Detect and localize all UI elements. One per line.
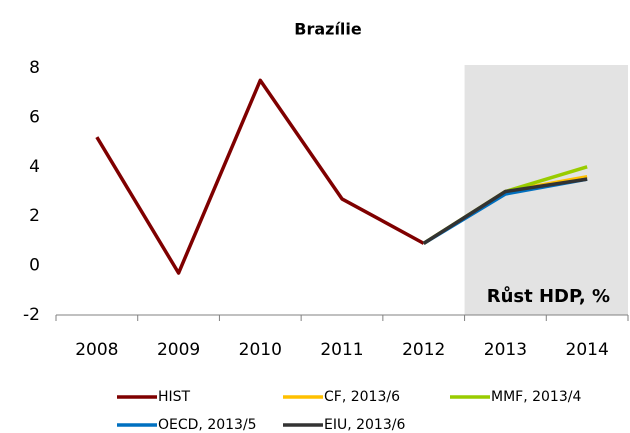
x-tick-label: 2009 [157, 340, 200, 360]
legend-label: CF, 2013/6 [324, 389, 400, 405]
x-tick-label: 2012 [402, 340, 445, 360]
y-tick-label: 0 [29, 256, 40, 276]
series-line [95, 78, 425, 275]
y-tick-label: 4 [29, 157, 40, 177]
legend-label: EIU, 2013/6 [324, 417, 405, 433]
y-tick-label: -2 [23, 305, 40, 325]
x-tick-label: 2008 [75, 340, 118, 360]
y-tick-label: 8 [29, 58, 40, 78]
x-tick-label: 2010 [239, 340, 282, 360]
series-line [422, 177, 588, 245]
legend-label: OECD, 2013/5 [158, 417, 257, 433]
forecast-area [464, 65, 628, 315]
legend-label: HIST [158, 389, 191, 405]
x-tick-label: 2013 [484, 340, 527, 360]
legend-label: MMF, 2013/4 [491, 389, 581, 405]
annotation: Růst HDP, % [487, 285, 610, 307]
y-tick-label: 6 [29, 107, 40, 127]
x-tick-label: 2011 [320, 340, 363, 360]
chart-title: Brazílie [294, 20, 362, 39]
y-tick-label: 2 [29, 206, 40, 226]
x-tick-label: 2014 [566, 340, 609, 360]
